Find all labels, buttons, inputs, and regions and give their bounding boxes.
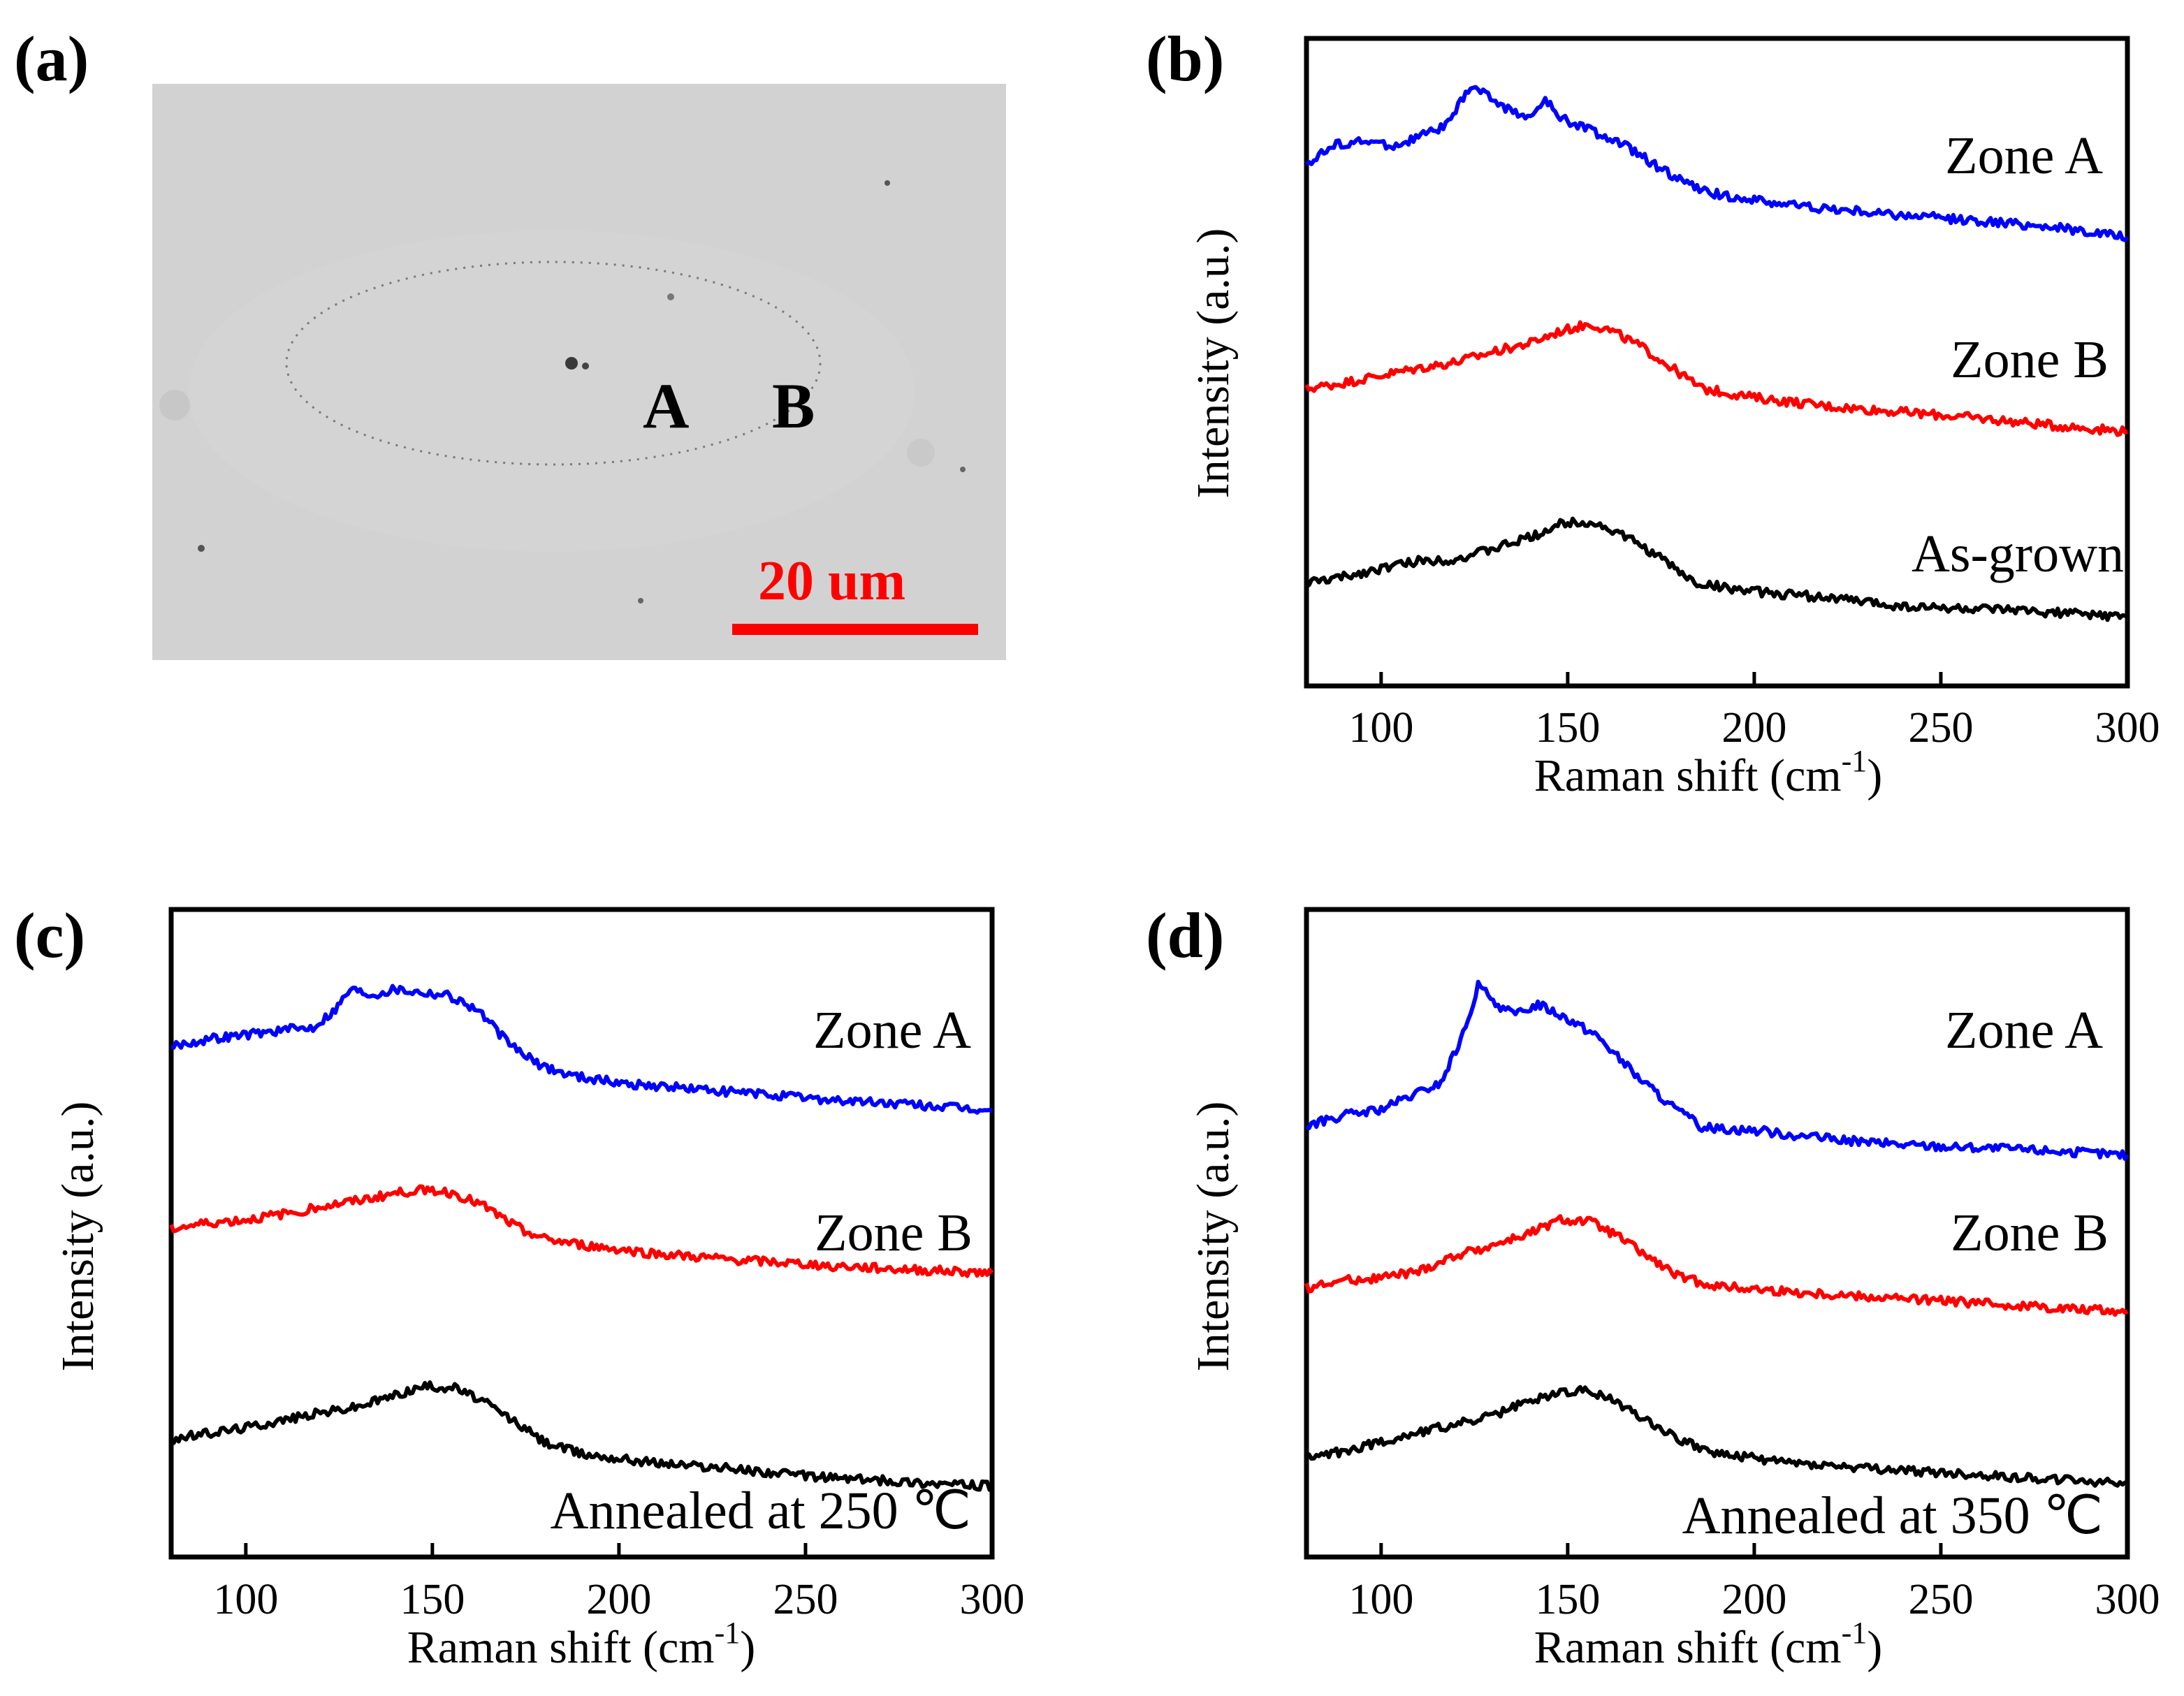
- series-line-zone-b: [1304, 320, 2129, 437]
- micrograph-speck: [667, 293, 674, 300]
- x-ticks-d: [1379, 1543, 2130, 1557]
- micrograph-halo: [189, 231, 915, 552]
- x-tick-label: 250: [1908, 1576, 1973, 1623]
- plot-frame-d: [1304, 907, 2130, 1560]
- x-axis-title-text: Raman shift (cm: [407, 1622, 715, 1673]
- x-axis-title-d: Raman shift (cm-1): [1534, 1616, 1883, 1673]
- x-tick-label: 300: [2095, 1576, 2160, 1623]
- x-tick-label: 150: [1535, 704, 1600, 752]
- laser-spot-center-speck: [582, 363, 589, 370]
- series-group-b: [1304, 85, 2130, 622]
- x-tick-labels-d: 100 150 200 250 300: [1348, 1576, 2160, 1623]
- panel-letter-c: (c): [14, 900, 85, 971]
- scale-bar-label: 20 um: [758, 550, 905, 612]
- x-tick-label: 250: [773, 1576, 838, 1623]
- micrograph-panel: A B 20 um: [152, 84, 1006, 660]
- series-line-annealed-at-250: [169, 1380, 994, 1492]
- x-tick-label: 150: [1535, 1576, 1600, 1623]
- x-tick-label: 100: [213, 1576, 278, 1623]
- x-tick-label: 150: [400, 1576, 465, 1623]
- panel-letter-a: (a): [14, 23, 89, 94]
- x-tick-labels-c: 100 150 200 250 300: [213, 1576, 1024, 1623]
- x-axis-title-end: ): [1867, 750, 1882, 801]
- x-axis-title-sup: -1: [1842, 1616, 1868, 1650]
- series-line-annealed-at-350: [1304, 1384, 2128, 1488]
- y-axis-title-c: Intensity (a.u.): [52, 1102, 103, 1372]
- micrograph-speck: [198, 545, 205, 552]
- laser-spot-center: [565, 357, 578, 370]
- series-label-zone-b: Zone B: [1951, 330, 2109, 389]
- x-tick-labels-b: 100 150 200 250 300: [1348, 704, 2160, 752]
- x-tick-label: 200: [1721, 1576, 1786, 1623]
- x-axis-title-b: Raman shift (cm-1): [1534, 744, 1883, 801]
- chart-panel-b: 100 150 200 250 300 Zone A Zone B As-gro…: [1188, 36, 2160, 801]
- panel-letter-d: (d): [1146, 900, 1224, 971]
- series-label-zone-a: Zone A: [813, 1001, 971, 1060]
- x-tick-label: 300: [2095, 704, 2160, 752]
- chart-panel-d: 100 150 200 250 300 Zone A Zone B Anneal…: [1188, 907, 2160, 1673]
- x-axis-title-text: Raman shift (cm: [1534, 750, 1842, 801]
- plot-frame-b: [1304, 36, 2130, 689]
- laser-spot-ring: [285, 261, 822, 466]
- series-group-c: [169, 984, 994, 1492]
- series-label-zone-b: Zone B: [815, 1204, 973, 1262]
- x-tick-label: 100: [1348, 1576, 1413, 1623]
- x-axis-title-text: Raman shift (cm: [1534, 1622, 1842, 1673]
- micrograph-speck: [638, 598, 643, 604]
- x-tick-label: 250: [1908, 704, 1973, 752]
- x-axis-title-sup: -1: [715, 1616, 741, 1650]
- micrograph-speck: [960, 467, 966, 472]
- series-line-zone-a: [170, 984, 993, 1115]
- series-label-as-grown: As-grown: [1912, 525, 2124, 583]
- x-axis-title-sup: -1: [1842, 744, 1868, 778]
- x-tick-label: 100: [1348, 704, 1413, 752]
- x-axis-title-end: ): [740, 1622, 755, 1673]
- scale-bar: [732, 624, 978, 635]
- series-line-zone-a: [1304, 85, 2130, 242]
- series-line-zone-b: [1304, 1214, 2129, 1317]
- x-axis-title-end: ): [1867, 1622, 1882, 1673]
- micrograph-speck: [884, 180, 890, 186]
- series-group-d: [1304, 979, 2130, 1488]
- annotation-annealed-250: Annealed at 250 ℃: [551, 1482, 971, 1540]
- zone-a-marker: A: [643, 370, 689, 441]
- series-label-zone-a: Zone A: [1945, 126, 2103, 185]
- chart-panel-c: 100 150 200 250 300 Zone A Zone B Anneal…: [52, 907, 1025, 1673]
- series-label-zone-a: Zone A: [1945, 1001, 2103, 1060]
- x-ticks-b: [1379, 672, 2130, 686]
- x-tick-label: 200: [1721, 704, 1786, 752]
- series-line-zone-b: [169, 1184, 994, 1278]
- x-tick-label: 200: [586, 1576, 651, 1623]
- zone-b-marker: B: [772, 370, 815, 441]
- micrograph-speck: [159, 390, 190, 421]
- y-axis-title-b: Intensity (a.u.): [1188, 228, 1239, 499]
- x-ticks-c: [244, 1543, 994, 1557]
- annotation-annealed-350: Annealed at 350 ℃: [1682, 1486, 2103, 1545]
- series-label-zone-b: Zone B: [1951, 1204, 2109, 1262]
- panel-letter-b: (b): [1146, 23, 1224, 94]
- series-line-as-grown: [1305, 516, 2129, 622]
- micrograph-speck: [907, 439, 935, 467]
- plot-frame-c: [168, 907, 995, 1560]
- x-axis-title-c: Raman shift (cm-1): [407, 1616, 756, 1673]
- series-line-zone-a: [1305, 979, 2130, 1161]
- y-axis-title-d: Intensity (a.u.): [1188, 1102, 1239, 1372]
- x-tick-label: 300: [960, 1576, 1025, 1623]
